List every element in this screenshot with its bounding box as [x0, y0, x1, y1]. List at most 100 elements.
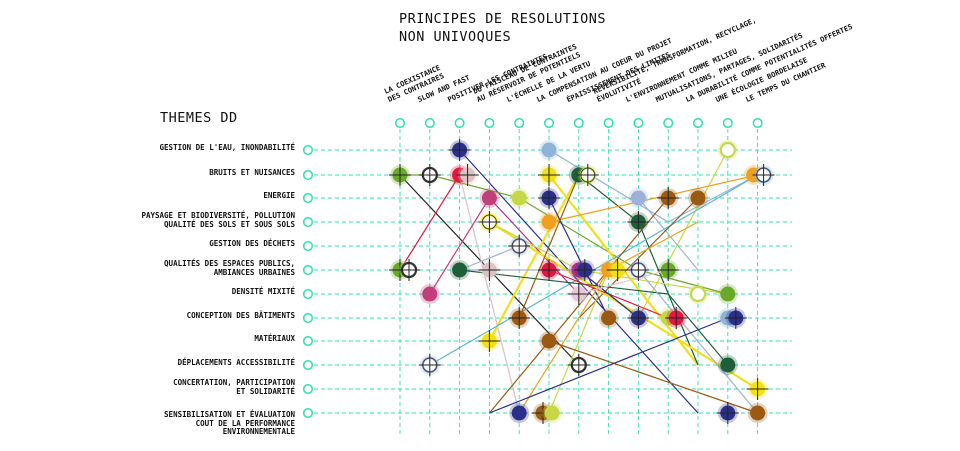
connection-line	[548, 149, 758, 223]
column-node	[543, 117, 555, 129]
connection-line	[459, 174, 520, 414]
theme-marker	[716, 402, 739, 424]
row-label-line: SENSIBILISATION ET ÉVALUATION	[164, 410, 295, 419]
theme-marker	[573, 259, 596, 281]
theme-marker	[628, 188, 649, 208]
row-label: CONCEPTION DES BÂTIMENTS	[186, 311, 295, 321]
column-node	[424, 117, 435, 129]
connection-line	[578, 269, 669, 295]
theme-marker	[717, 284, 738, 304]
connection-line	[518, 174, 580, 319]
connection-line	[548, 269, 610, 414]
theme-marker	[746, 378, 769, 400]
column-node	[454, 117, 465, 129]
column-node	[603, 117, 614, 129]
theme-marker	[539, 212, 559, 232]
theme-marker	[576, 164, 599, 186]
theme-marker	[538, 259, 560, 281]
theme-marker	[508, 235, 531, 257]
row-node	[302, 216, 314, 228]
row-label-line: QUALITÉS DES ESPACES PUBLICS,	[164, 259, 295, 268]
connection-line	[429, 197, 490, 295]
row-label-line: CONCERTATION, PARTICIPATION	[173, 378, 295, 387]
connection-line	[637, 197, 699, 271]
row-label: DENSITÉ MIXITÉ	[231, 287, 295, 297]
row-label-line: AMBIANCES URBAINES	[213, 267, 295, 277]
theme-marker	[398, 259, 420, 281]
row-label-line: PAYSAGE ET BIODIVERSITÉ, POLLUTION	[141, 211, 295, 220]
row-nodes	[302, 144, 314, 419]
theme-marker	[627, 259, 650, 281]
theme-marker	[606, 259, 629, 281]
column-node	[633, 117, 644, 129]
theme-marker	[538, 187, 560, 209]
theme-marker	[509, 403, 530, 423]
connection-line	[488, 174, 580, 342]
column-node	[663, 117, 674, 129]
row-node	[302, 264, 314, 276]
theme-marker	[418, 354, 441, 376]
row-label: GESTION DE L'EAU, INONDABILITÉ	[160, 143, 295, 153]
row-node	[302, 335, 314, 347]
connection-line	[489, 317, 729, 414]
theme-marker	[478, 330, 501, 352]
theme-marker	[538, 164, 560, 186]
connection-line	[637, 149, 729, 319]
row-label-line: DENSITÉ MIXITÉ	[231, 287, 295, 296]
row-label: SENSIBILISATION ET ÉVALUATION COUT DE LA …	[164, 410, 295, 437]
theme-marker	[567, 354, 590, 376]
row-node	[302, 169, 314, 181]
row-label-line: CONCEPTION DES BÂTIMENTS	[186, 311, 295, 320]
row-label-line: COUT DE LA PERFORMANCE	[195, 418, 295, 428]
row-label-line: ENERGIE	[263, 191, 295, 200]
theme-marker	[688, 188, 708, 208]
row-label: BRUITS ET NUISANCES	[209, 168, 295, 178]
connection-line	[548, 174, 758, 223]
row-label: CONCERTATION, PARTICIPATION ET SOLIDARITÉ	[173, 378, 295, 396]
row-label-line: ET SOLIDARITÉ	[236, 386, 295, 396]
row-label: ENERGIE	[263, 191, 295, 201]
theme-marker	[456, 164, 479, 186]
row-label: DÉPLACEMENTS ACCESSIBILITÉ	[177, 358, 295, 368]
row-label-line: DÉPLACEMENTS ACCESSIBILITÉ	[177, 358, 295, 367]
theme-marker	[542, 403, 562, 423]
theme-marker	[478, 259, 501, 281]
theme-marker	[598, 308, 619, 328]
theme-marker	[539, 331, 559, 351]
row-label: QUALITÉS DES ESPACES PUBLICS, AMBIANCES U…	[164, 259, 295, 277]
title-line-1: PRINCIPES DE RESOLUTIONS	[399, 11, 607, 27]
column-node	[394, 117, 406, 129]
theme-marker	[479, 188, 500, 208]
connection-line	[578, 197, 699, 319]
theme-marker	[657, 259, 680, 281]
theme-marker	[747, 403, 768, 423]
row-label: MATÉRIAUX	[254, 334, 295, 344]
row-node	[302, 192, 314, 204]
column-node	[514, 117, 525, 129]
column-node	[752, 117, 763, 129]
row-label-line: GESTION DES DÉCHETS	[209, 239, 295, 248]
row-node	[302, 407, 314, 419]
theme-marker	[478, 211, 501, 233]
connection-line	[578, 269, 639, 319]
connection-line	[548, 340, 758, 414]
connection-line	[488, 197, 669, 414]
theme-marker	[508, 307, 531, 329]
theme-marker	[717, 140, 738, 160]
connection-line	[399, 174, 461, 271]
theme-marker	[657, 187, 680, 209]
connection-line	[459, 269, 729, 366]
row-label-line: QUALITÉ DES SOLS ET SOUS SOLS	[164, 219, 295, 229]
row-node	[302, 312, 314, 324]
diagram-title: PRINCIPES DE RESOLUTIONS NON UNIVOQUES	[399, 10, 606, 46]
theme-marker	[567, 283, 590, 305]
theme-marker	[419, 284, 440, 304]
column-node	[692, 117, 704, 129]
theme-marker	[449, 260, 470, 280]
row-label: PAYSAGE ET BIODIVERSITÉ, POLLUTION QUALIT…	[141, 211, 295, 229]
connection-line	[637, 269, 759, 414]
row-node	[302, 383, 314, 395]
title-line-2: NON UNIVOQUES	[399, 29, 512, 45]
